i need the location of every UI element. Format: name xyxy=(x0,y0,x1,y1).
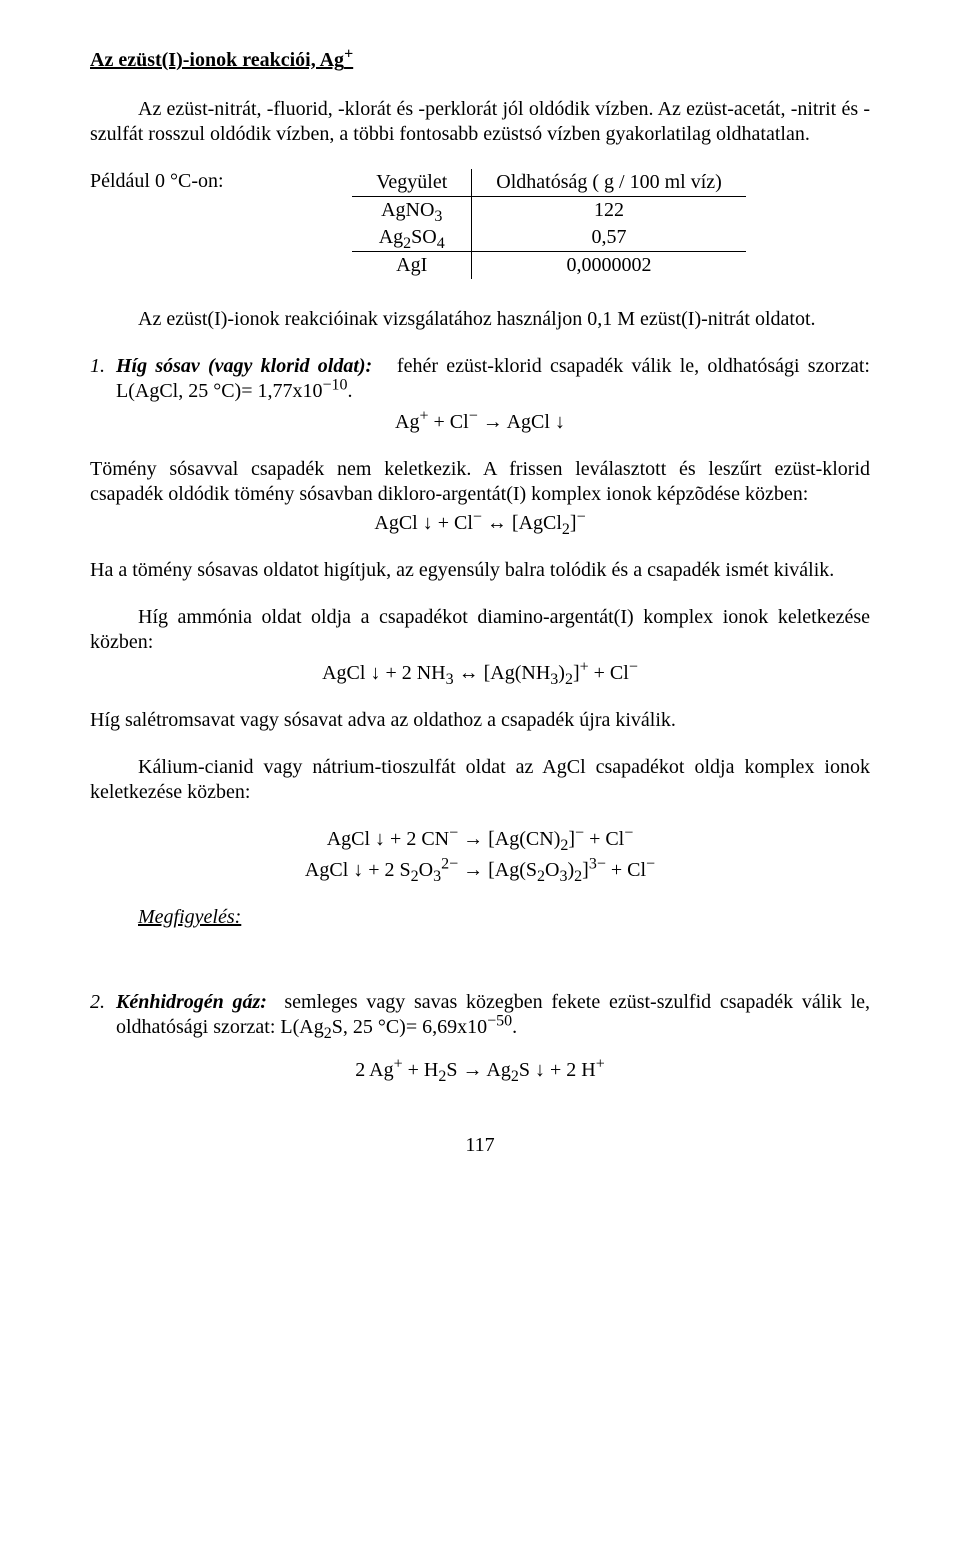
table-row: AgI xyxy=(352,252,472,280)
solubility-table: Vegyület Oldhatóság ( g / 100 ml víz) Ag… xyxy=(352,169,746,279)
paragraph: Ha a tömény sósavas oldatot higítjuk, az… xyxy=(90,558,870,583)
paragraph: Híg ammónia oldat oldja a csapadékot dia… xyxy=(90,605,870,655)
table-label: Például 0 °C-on: xyxy=(90,169,228,194)
table-row: 122 xyxy=(472,197,746,225)
item-body: Híg sósav (vagy klorid oldat): fehér ezü… xyxy=(116,354,870,404)
equation: 2 Ag+ + H2S → Ag2S ↓ + 2 H+ xyxy=(90,1058,870,1083)
equation: Ag+ + Cl− → AgCl ↓ xyxy=(90,410,870,435)
page-title: Az ezüst(I)-ionok reakciói, Ag+ xyxy=(90,48,870,73)
paragraph: Híg salétromsavat vagy sósavat adva az o… xyxy=(90,708,870,733)
table-row: Ag2SO4 xyxy=(352,224,472,252)
item-body: Kénhidrogén gáz: semleges vagy savas köz… xyxy=(116,990,870,1040)
page-number: 117 xyxy=(90,1133,870,1158)
paragraph: Az ezüst(I)-ionok reakcióinak vizsgálatá… xyxy=(90,307,870,332)
item-number: 1. xyxy=(90,354,116,404)
equation: AgCl ↓ + 2 S2O32− → [Ag(S2O3)2]3− + Cl− xyxy=(90,858,870,883)
table-row: 0,57 xyxy=(472,224,746,252)
table-row: AgNO3 xyxy=(352,197,472,225)
paragraph: Kálium-cianid vagy nátrium-tioszulfát ol… xyxy=(90,755,870,805)
list-item-2: 2. Kénhidrogén gáz: semleges vagy savas … xyxy=(90,990,870,1040)
list-item-1: 1. Híg sósav (vagy klorid oldat): fehér … xyxy=(90,354,870,404)
equation: AgCl ↓ + 2 NH3 ↔ [Ag(NH3)2]+ + Cl− xyxy=(90,661,870,686)
table-head-solubility: Oldhatóság ( g / 100 ml víz) xyxy=(472,169,746,197)
paragraph: Tömény sósavval csapadék nem keletkezik.… xyxy=(90,457,870,507)
item-number: 2. xyxy=(90,990,116,1040)
table-row: 0,0000002 xyxy=(472,252,746,280)
solubility-table-block: Például 0 °C-on: Vegyület Oldhatóság ( g… xyxy=(90,169,870,285)
table-head-compound: Vegyület xyxy=(352,169,472,197)
intro-paragraph: Az ezüst-nitrát, -fluorid, -klorát és -p… xyxy=(90,97,870,147)
equation: AgCl ↓ + 2 CN− → [Ag(CN)2]− + Cl− xyxy=(90,827,870,852)
observation-label: Megfigyelés: xyxy=(138,905,870,930)
equation: AgCl ↓ + Cl− ↔ [AgCl2]− xyxy=(90,511,870,536)
